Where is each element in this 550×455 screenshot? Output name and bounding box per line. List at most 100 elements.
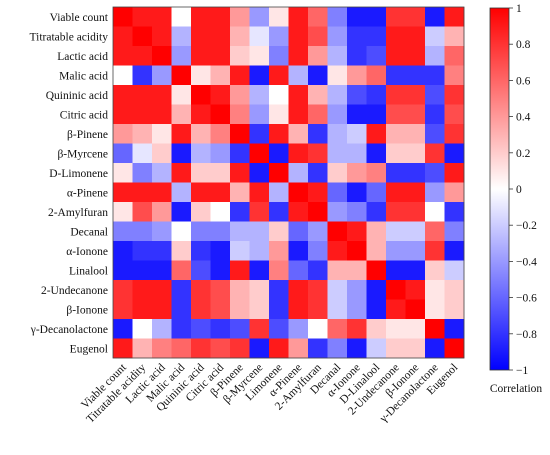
- heatmap-cell: [210, 280, 231, 300]
- heatmap-cell: [191, 241, 211, 261]
- heatmap-cell: [132, 124, 153, 144]
- colorbar-tick-label: 0.2: [516, 148, 531, 160]
- heatmap-cell: [308, 299, 328, 320]
- heatmap-cell: [269, 26, 289, 47]
- heatmap-cell: [152, 260, 172, 281]
- heatmap-cell: [347, 182, 367, 203]
- heatmap-cell: [113, 7, 133, 27]
- heatmap-cell: [132, 202, 153, 222]
- heatmap-cell: [171, 104, 192, 125]
- heatmap-cell: [230, 26, 250, 47]
- heatmap-cell: [425, 26, 445, 47]
- colorbar: [489, 7, 510, 371]
- heatmap-cell: [444, 319, 465, 339]
- heatmap-cell: [386, 280, 406, 300]
- heatmap-cell: [288, 241, 309, 261]
- heatmap-cell: [347, 65, 367, 86]
- heatmap-cell: [113, 221, 133, 242]
- heatmap-cell: [425, 260, 445, 281]
- heatmap-cell: [152, 85, 172, 105]
- row-label: β-Myrcene: [57, 148, 108, 160]
- heatmap-cell: [405, 143, 426, 164]
- heatmap-cell: [269, 299, 289, 320]
- heatmap-cell: [113, 182, 133, 203]
- row-label: Titratable acidity: [30, 31, 109, 43]
- row-label: Decanal: [70, 226, 108, 238]
- heatmap-cell: [210, 163, 231, 183]
- heatmap-cell: [171, 7, 192, 27]
- heatmap-cell: [210, 65, 231, 86]
- heatmap-cell: [171, 299, 192, 320]
- heatmap-cell: [230, 143, 250, 164]
- colorbar-tick-label: 0.6: [516, 75, 531, 87]
- heatmap-cell: [113, 338, 133, 359]
- heatmap-cell: [405, 182, 426, 203]
- row-label: γ-Decanolactone: [30, 324, 108, 336]
- heatmap-cell: [269, 182, 289, 203]
- heatmap-cell: [288, 26, 309, 47]
- heatmap-cell: [171, 221, 192, 242]
- heatmap-cell: [405, 319, 426, 339]
- heatmap-cell: [444, 65, 465, 86]
- heatmap-cell: [210, 46, 231, 66]
- heatmap-cell: [171, 241, 192, 261]
- heatmap-cell: [425, 85, 445, 105]
- heatmap-cell: [113, 163, 133, 183]
- heatmap-cell: [230, 241, 250, 261]
- row-label: 2-Undecanone: [41, 285, 108, 297]
- heatmap-cell: [327, 163, 348, 183]
- heatmap-cell: [288, 280, 309, 300]
- heatmap-cell: [249, 46, 270, 66]
- heatmap-cell: [152, 338, 172, 359]
- heatmap-cell: [327, 65, 348, 86]
- colorbar-tick-label: −0.6: [516, 293, 537, 305]
- heatmap-cell: [210, 319, 231, 339]
- heatmap-cell: [191, 143, 211, 164]
- heatmap-cell: [425, 202, 445, 222]
- heatmap-cell: [132, 319, 153, 339]
- row-label: β-Pinene: [67, 129, 108, 141]
- heatmap-cell: [113, 260, 133, 281]
- heatmap-cell: [132, 338, 153, 359]
- heatmap-cell: [249, 260, 270, 281]
- heatmap-cell: [327, 221, 348, 242]
- row-label: Eugenol: [70, 343, 108, 355]
- heatmap-cell: [249, 280, 270, 300]
- heatmap-cell: [210, 26, 231, 47]
- heatmap-cell: [308, 7, 328, 27]
- heatmap-cell: [152, 104, 172, 125]
- heatmap-cell: [347, 46, 367, 66]
- heatmap-cell: [425, 7, 445, 27]
- heatmap-cell: [444, 104, 465, 125]
- heatmap-cell: [366, 182, 387, 203]
- heatmap-cell: [405, 163, 426, 183]
- heatmap-cell: [366, 104, 387, 125]
- heatmap-cell: [425, 280, 445, 300]
- heatmap-cell: [191, 338, 211, 359]
- heatmap-cell: [347, 319, 367, 339]
- heatmap-cell: [230, 202, 250, 222]
- heatmap-cell: [269, 202, 289, 222]
- heatmap-cell: [230, 104, 250, 125]
- heatmap-cell: [288, 260, 309, 281]
- heatmap-cell: [269, 163, 289, 183]
- heatmap-cell: [366, 7, 387, 27]
- colorbar-tick-label: 0: [516, 184, 522, 196]
- heatmap-cell: [386, 319, 406, 339]
- heatmap-cell: [327, 104, 348, 125]
- heatmap-frame: [112, 6, 465, 359]
- heatmap-cell: [308, 338, 328, 359]
- heatmap-cell: [405, 104, 426, 125]
- heatmap-cell: [347, 7, 367, 27]
- heatmap-cell: [425, 124, 445, 144]
- heatmap-cell: [249, 202, 270, 222]
- row-label: 2-Amylfuran: [48, 207, 108, 219]
- row-label: Viable count: [50, 12, 109, 24]
- heatmap-cell: [191, 280, 211, 300]
- heatmap-cell: [425, 319, 445, 339]
- heatmap-cell: [288, 182, 309, 203]
- heatmap-cell: [249, 26, 270, 47]
- heatmap-cell: [405, 124, 426, 144]
- row-label: β-Ionone: [66, 304, 108, 316]
